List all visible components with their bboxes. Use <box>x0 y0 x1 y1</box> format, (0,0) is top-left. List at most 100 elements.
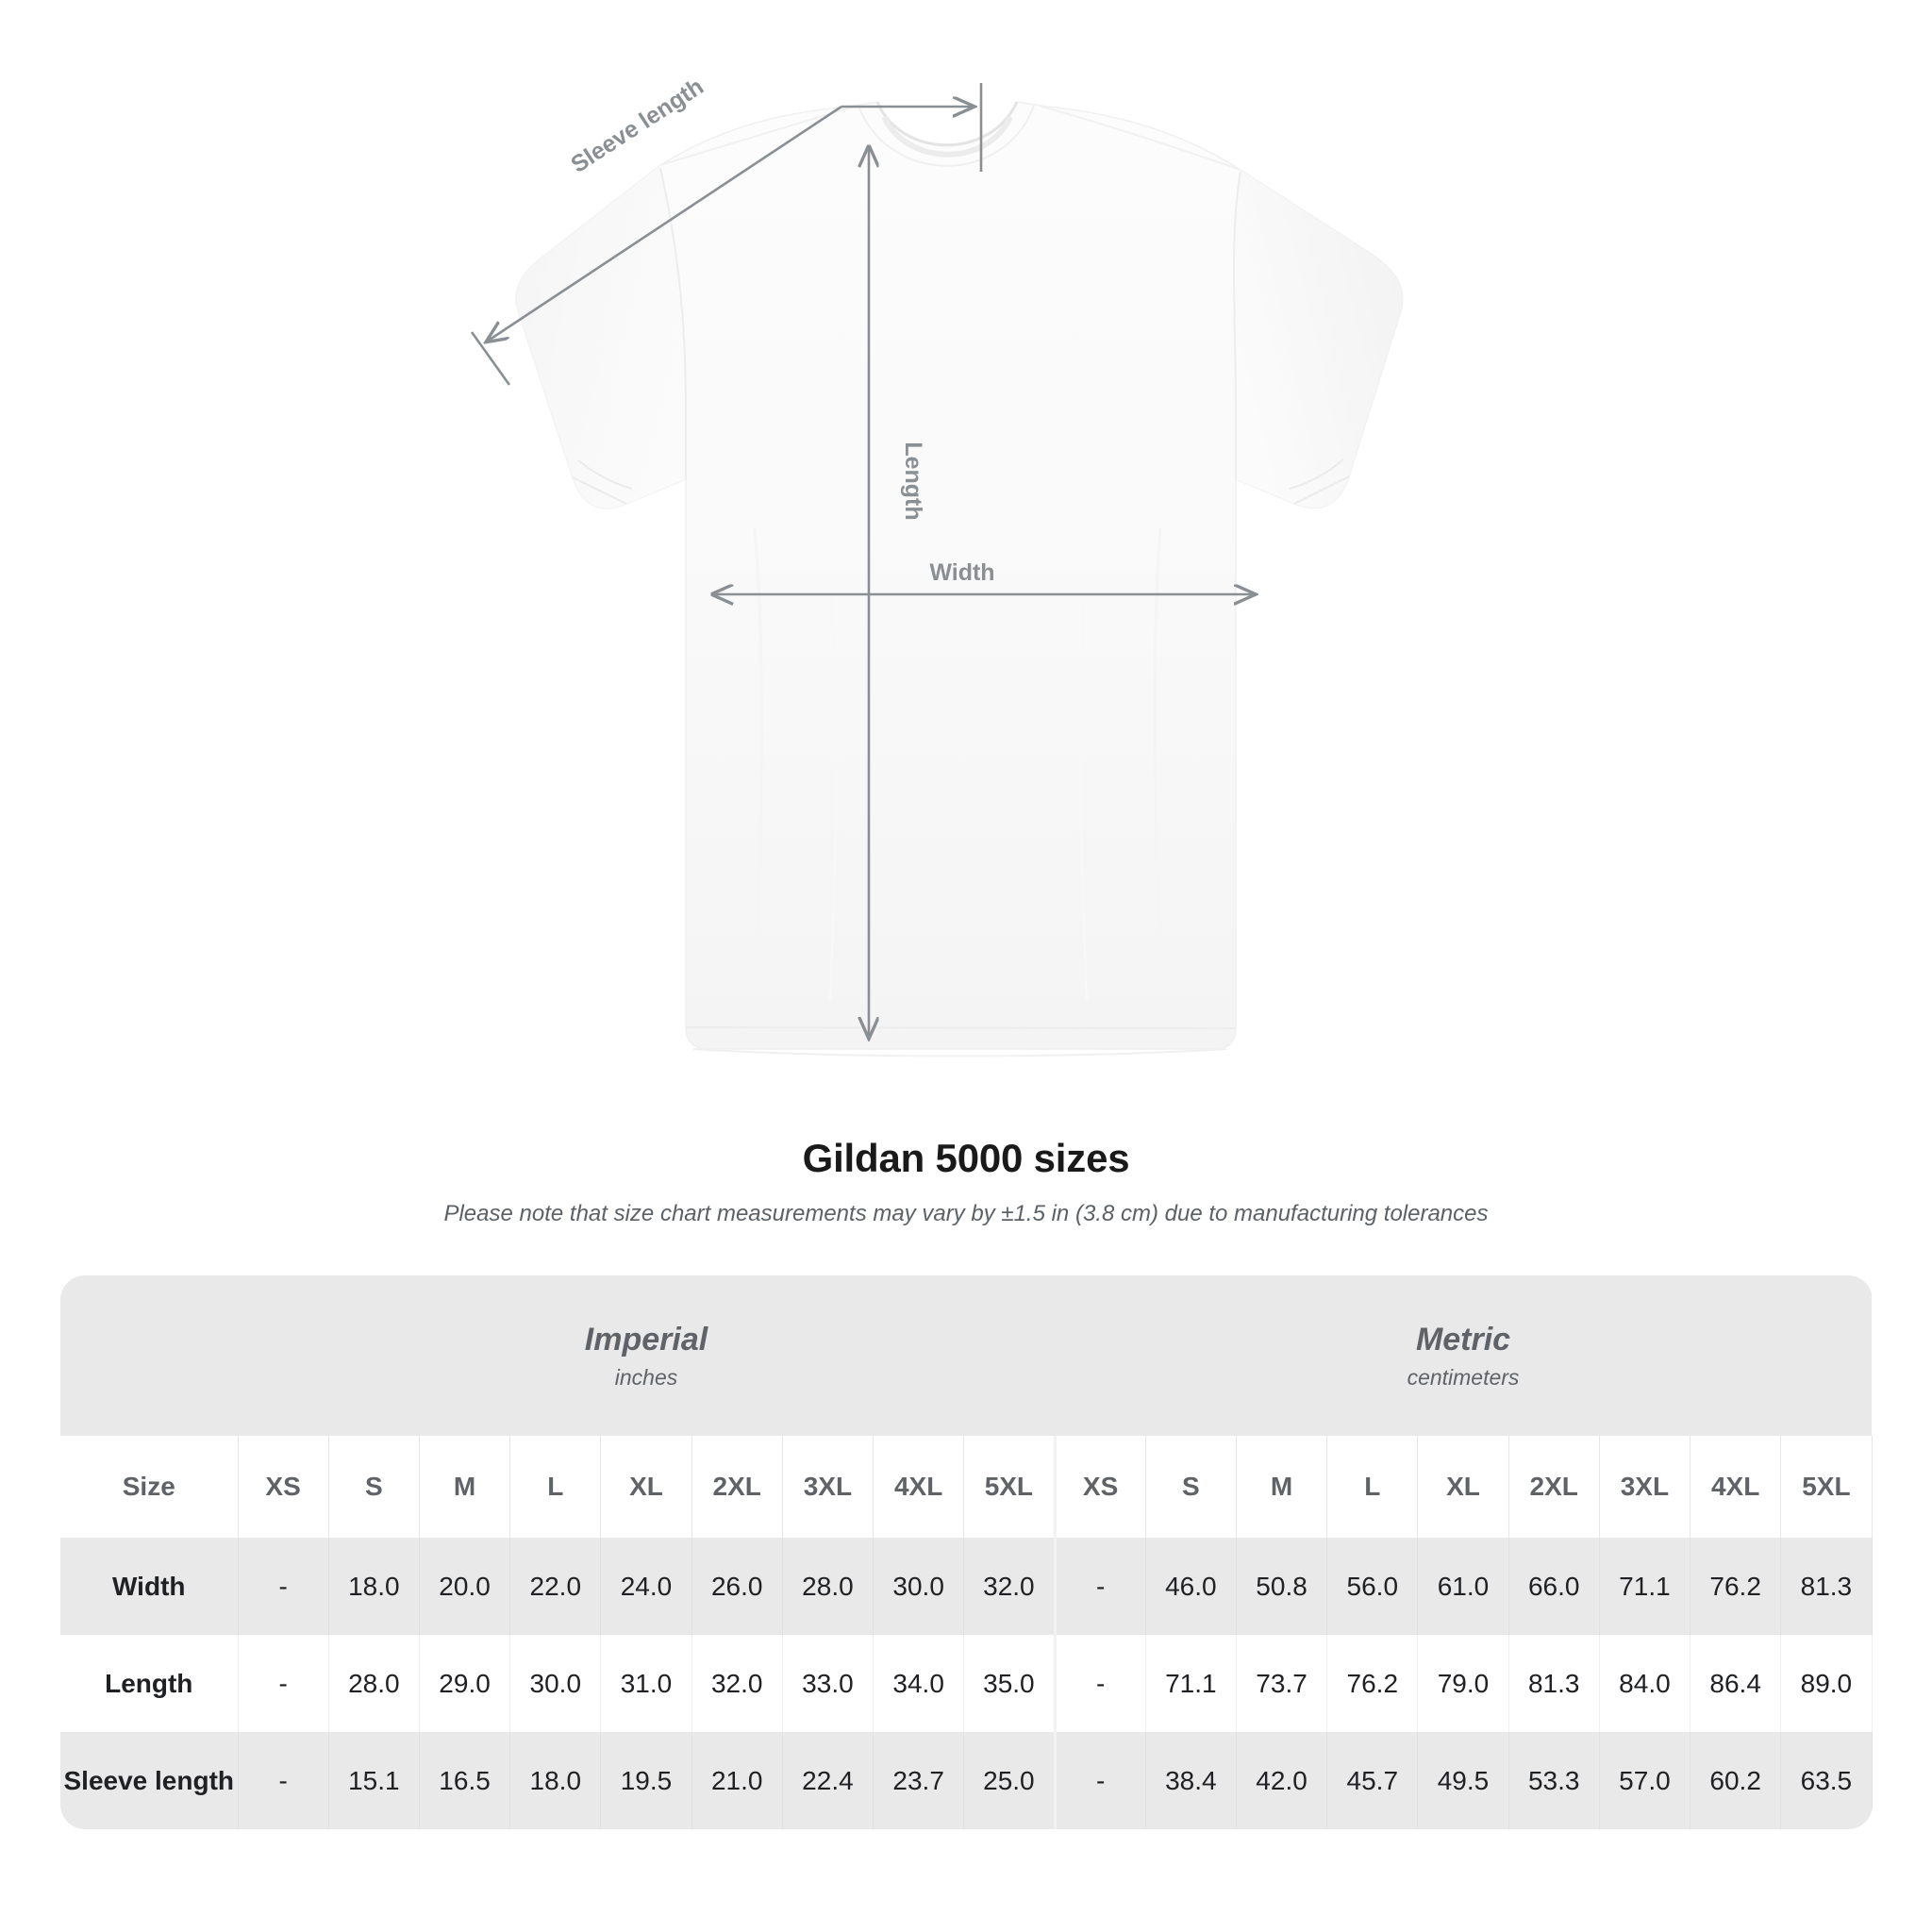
cell-width-imperial-3xl: 28.0 <box>781 1538 874 1635</box>
sleeve-diagonal-arrow <box>487 105 842 341</box>
size-header-row: Size XS S M L XL 2XL 3XL 4XL 5XL XS S M L XL 2XL 3XL 4XL 5… <box>60 1436 1873 1538</box>
cell-sleeve-length-imperial-5xl: 25.0 <box>963 1732 1056 1829</box>
cell-sleeve-length-metric-xs: - <box>1053 1732 1146 1829</box>
cell-width-imperial-5xl: 32.0 <box>963 1538 1056 1635</box>
cell-width-metric-s: 46.0 <box>1144 1538 1237 1635</box>
cell-sleeve-length-metric-m: 42.0 <box>1235 1732 1328 1829</box>
size-header-metric-xl: XL <box>1417 1436 1509 1538</box>
cell-width-metric-3xl: 71.1 <box>1598 1538 1691 1635</box>
size-header-imperial-3xl: 3XL <box>781 1436 874 1538</box>
width-label: Width <box>929 559 994 586</box>
table-row: Length -28.0 29.0 30.0 31.0 32.0 33.0 34.0 35.0-… <box>60 1635 1873 1732</box>
cell-width-metric-xs: - <box>1053 1538 1146 1635</box>
cell-width-imperial-l: 22.0 <box>509 1538 602 1635</box>
unit-name: Imperial <box>584 1321 708 1357</box>
cell-sleeve-length-imperial-2xl: 21.0 <box>691 1732 783 1829</box>
cell-sleeve-length-metric-3xl: 57.0 <box>1598 1732 1691 1829</box>
size-header-metric-4xl: 4XL <box>1690 1436 1782 1538</box>
table-row: Width -18.0 20.0 22.0 24.0 26.0 28.0 30.0 32.0-4… <box>60 1538 1873 1635</box>
unit-header-row: Imperial inches Metric centimeters <box>60 1275 1873 1436</box>
cell-sleeve-length-imperial-m: 16.5 <box>418 1732 511 1829</box>
page-subtitle: Please note that size chart measurements… <box>443 1201 1489 1227</box>
cell-length-metric-l: 76.2 <box>1326 1635 1419 1732</box>
unit-spacer-cell <box>60 1275 238 1436</box>
cell-sleeve-length-imperial-3xl: 22.4 <box>781 1732 874 1829</box>
size-header-metric-m: M <box>1235 1436 1328 1538</box>
table-row: Sleeve length -15.1 16.5 18.0 19.5 21.0 22.4 23… <box>60 1732 1873 1829</box>
cell-length-metric-s: 71.1 <box>1144 1635 1237 1732</box>
size-header-imperial-xs: XS <box>237 1436 329 1538</box>
size-header-imperial-4xl: 4XL <box>873 1436 965 1538</box>
cell-length-imperial-xl: 31.0 <box>600 1635 692 1732</box>
size-table: Imperial inches Metric centimeters Size XS S M L… <box>60 1275 1873 1829</box>
cell-length-metric-xl: 79.0 <box>1417 1635 1509 1732</box>
unit-header-metric: Metric centimeters <box>1055 1275 1873 1436</box>
cell-length-imperial-s: 28.0 <box>327 1635 420 1732</box>
cell-length-metric-xs: - <box>1053 1635 1146 1732</box>
cell-sleeve-length-metric-5xl: 63.5 <box>1780 1732 1873 1829</box>
size-header-imperial-5xl: 5XL <box>963 1436 1056 1538</box>
cell-width-imperial-s: 18.0 <box>327 1538 420 1635</box>
cell-sleeve-length-imperial-xs: - <box>237 1732 329 1829</box>
size-header-imperial-xl: XL <box>600 1436 692 1538</box>
cell-sleeve-length-metric-l: 45.7 <box>1326 1732 1419 1829</box>
size-header-metric-s: S <box>1144 1436 1237 1538</box>
size-table-wrapper: Imperial inches Metric centimeters Size XS S M L… <box>60 1275 1873 1829</box>
row-label-sleeve-length: Sleeve length <box>60 1732 239 1829</box>
cell-length-metric-m: 73.7 <box>1235 1635 1328 1732</box>
cell-sleeve-length-metric-4xl: 60.2 <box>1690 1732 1782 1829</box>
row-label-width: Width <box>60 1538 239 1635</box>
row-label-length: Length <box>60 1635 239 1732</box>
size-header-metric-3xl: 3XL <box>1598 1436 1691 1538</box>
tshirt-diagram: Sleeve length Length Width <box>470 74 1404 1058</box>
cell-length-imperial-xs: - <box>237 1635 329 1732</box>
unit-sub: inches <box>614 1364 678 1390</box>
cell-length-metric-3xl: 84.0 <box>1598 1635 1691 1732</box>
cell-sleeve-length-metric-2xl: 53.3 <box>1507 1732 1600 1829</box>
cell-length-metric-5xl: 89.0 <box>1780 1635 1873 1732</box>
cell-sleeve-length-imperial-4xl: 23.7 <box>873 1732 965 1829</box>
cell-sleeve-length-imperial-xl: 19.5 <box>600 1732 692 1829</box>
unit-sub: centimeters <box>1407 1364 1520 1390</box>
cell-width-metric-5xl: 81.3 <box>1780 1538 1873 1635</box>
cell-width-metric-l: 56.0 <box>1326 1538 1419 1635</box>
cell-width-imperial-xl: 24.0 <box>600 1538 692 1635</box>
sleeve-hem-tick <box>470 331 511 386</box>
cell-length-imperial-3xl: 33.0 <box>781 1635 874 1732</box>
cell-sleeve-length-metric-xl: 49.5 <box>1417 1732 1509 1829</box>
cell-width-metric-xl: 61.0 <box>1417 1538 1509 1635</box>
size-header-imperial-2xl: 2XL <box>691 1436 783 1538</box>
cell-length-imperial-4xl: 34.0 <box>873 1635 965 1732</box>
length-label: Length <box>900 441 926 520</box>
cell-sleeve-length-metric-s: 38.4 <box>1144 1732 1237 1829</box>
size-header-imperial-s: S <box>327 1436 420 1538</box>
tshirt-illustration <box>515 101 1404 1058</box>
size-column-header: Size <box>60 1436 239 1538</box>
cell-length-imperial-2xl: 32.0 <box>691 1635 783 1732</box>
cell-sleeve-length-imperial-l: 18.0 <box>509 1732 602 1829</box>
size-header-metric-l: L <box>1326 1436 1419 1538</box>
page-title: Gildan 5000 sizes <box>802 1136 1130 1180</box>
size-header-metric-2xl: 2XL <box>1507 1436 1600 1538</box>
cell-width-metric-4xl: 76.2 <box>1690 1538 1782 1635</box>
cell-length-imperial-5xl: 35.0 <box>963 1635 1056 1732</box>
cell-width-metric-2xl: 66.0 <box>1507 1538 1600 1635</box>
cell-width-imperial-xs: - <box>237 1538 329 1635</box>
cell-width-imperial-m: 20.0 <box>418 1538 511 1635</box>
cell-width-metric-m: 50.8 <box>1235 1538 1328 1635</box>
cell-sleeve-length-imperial-s: 15.1 <box>327 1732 420 1829</box>
unit-name: Metric <box>1415 1321 1511 1357</box>
cell-length-imperial-l: 30.0 <box>509 1635 602 1732</box>
size-header-imperial-l: L <box>509 1436 602 1538</box>
unit-header-imperial: Imperial inches <box>238 1275 1055 1436</box>
title-block: Gildan 5000 sizes Please note that size … <box>0 1136 1932 1228</box>
cell-length-imperial-m: 29.0 <box>418 1635 511 1732</box>
size-header-imperial-m: M <box>418 1436 511 1538</box>
size-header-metric-5xl: 5XL <box>1780 1436 1873 1538</box>
size-header-metric-xs: XS <box>1053 1436 1146 1538</box>
cell-length-metric-2xl: 81.3 <box>1507 1635 1600 1732</box>
cell-width-imperial-4xl: 30.0 <box>873 1538 965 1635</box>
width-annotation: Width <box>712 559 1255 594</box>
cell-length-metric-4xl: 86.4 <box>1690 1635 1782 1732</box>
